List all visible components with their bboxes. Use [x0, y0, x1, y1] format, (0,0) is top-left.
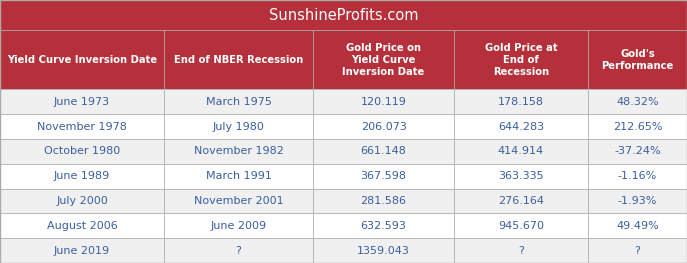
- Bar: [0, 189, 164, 213]
- Bar: [313, 139, 454, 164]
- Bar: [588, 189, 687, 213]
- Text: November 1978: November 1978: [37, 122, 127, 132]
- Text: March 1975: March 1975: [205, 97, 271, 107]
- Bar: [0, 30, 164, 89]
- Bar: [0, 114, 164, 139]
- Text: 414.914: 414.914: [498, 146, 544, 156]
- Text: 206.073: 206.073: [361, 122, 407, 132]
- Bar: [313, 30, 454, 89]
- Bar: [164, 139, 313, 164]
- Bar: [313, 164, 454, 189]
- Text: Yield Curve Inversion Date: Yield Curve Inversion Date: [7, 55, 157, 65]
- Text: 644.283: 644.283: [498, 122, 544, 132]
- Text: -1.93%: -1.93%: [618, 196, 657, 206]
- Bar: [164, 89, 313, 114]
- Text: Gold Price on
Yield Curve
Inversion Date: Gold Price on Yield Curve Inversion Date: [342, 43, 425, 77]
- Text: 661.148: 661.148: [361, 146, 407, 156]
- Text: 945.670: 945.670: [498, 221, 544, 231]
- Text: June 1973: June 1973: [54, 97, 110, 107]
- Bar: [164, 164, 313, 189]
- Bar: [313, 238, 454, 263]
- Text: 632.593: 632.593: [361, 221, 407, 231]
- Text: 178.158: 178.158: [498, 97, 544, 107]
- Text: March 1991: March 1991: [205, 171, 271, 181]
- Bar: [454, 238, 588, 263]
- Bar: [0, 89, 164, 114]
- Bar: [454, 30, 588, 89]
- Bar: [164, 213, 313, 238]
- Text: June 1989: June 1989: [54, 171, 110, 181]
- Text: July 2000: July 2000: [56, 196, 108, 206]
- Bar: [588, 89, 687, 114]
- Text: 49.49%: 49.49%: [616, 221, 659, 231]
- Text: June 2009: June 2009: [210, 221, 267, 231]
- Bar: [0, 139, 164, 164]
- Text: 276.164: 276.164: [498, 196, 544, 206]
- Text: 281.586: 281.586: [361, 196, 407, 206]
- Text: ?: ?: [518, 246, 524, 256]
- Text: -1.16%: -1.16%: [618, 171, 657, 181]
- Text: October 1980: October 1980: [44, 146, 120, 156]
- Text: SunshineProfits.com: SunshineProfits.com: [269, 8, 418, 23]
- Text: 363.335: 363.335: [498, 171, 544, 181]
- Bar: [588, 164, 687, 189]
- Bar: [588, 238, 687, 263]
- Bar: [0, 213, 164, 238]
- Text: November 2001: November 2001: [194, 196, 283, 206]
- Bar: [0, 0, 687, 30]
- Bar: [0, 164, 164, 189]
- Bar: [313, 213, 454, 238]
- Text: -37.24%: -37.24%: [614, 146, 661, 156]
- Text: 48.32%: 48.32%: [616, 97, 659, 107]
- Bar: [313, 189, 454, 213]
- Bar: [454, 114, 588, 139]
- Text: End of NBER Recession: End of NBER Recession: [174, 55, 303, 65]
- Bar: [454, 164, 588, 189]
- Bar: [588, 213, 687, 238]
- Text: Gold's
Performance: Gold's Performance: [601, 49, 673, 71]
- Bar: [454, 189, 588, 213]
- Text: July 1980: July 1980: [212, 122, 264, 132]
- Bar: [164, 238, 313, 263]
- Bar: [588, 30, 687, 89]
- Bar: [588, 139, 687, 164]
- Text: ?: ?: [236, 246, 241, 256]
- Text: 120.119: 120.119: [361, 97, 407, 107]
- Text: August 2006: August 2006: [47, 221, 117, 231]
- Bar: [164, 189, 313, 213]
- Text: 212.65%: 212.65%: [613, 122, 662, 132]
- Bar: [164, 114, 313, 139]
- Bar: [588, 114, 687, 139]
- Text: June 2019: June 2019: [54, 246, 110, 256]
- Bar: [313, 114, 454, 139]
- Bar: [0, 238, 164, 263]
- Text: Gold Price at
End of
Recession: Gold Price at End of Recession: [484, 43, 557, 77]
- Text: ?: ?: [635, 246, 640, 256]
- Bar: [313, 89, 454, 114]
- Bar: [454, 89, 588, 114]
- Text: November 1982: November 1982: [194, 146, 284, 156]
- Text: 1359.043: 1359.043: [357, 246, 410, 256]
- Bar: [164, 30, 313, 89]
- Bar: [454, 139, 588, 164]
- Text: 367.598: 367.598: [361, 171, 407, 181]
- Bar: [454, 213, 588, 238]
